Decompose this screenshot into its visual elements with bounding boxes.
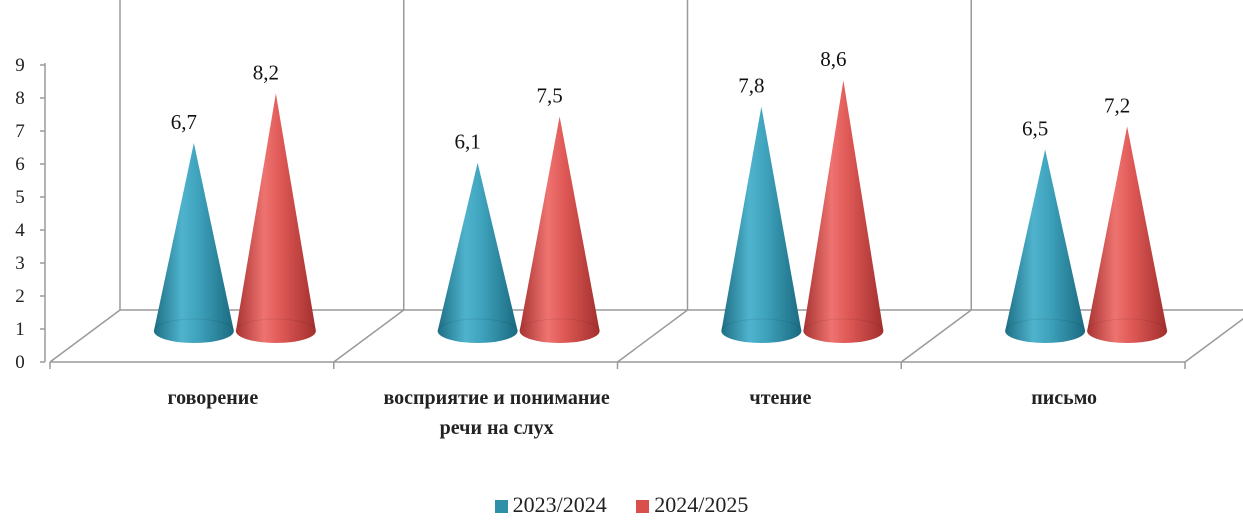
y-tick-label: 9 (15, 55, 25, 76)
x-tick-label: письмо (1031, 387, 1098, 409)
y-tick-label: 4 (15, 220, 25, 241)
legend-swatch-2023-2024 (494, 500, 508, 513)
legend-item-2024-2025: 2024/2025 (636, 492, 748, 518)
cone-body (1087, 126, 1168, 344)
y-tick-label: 1 (15, 319, 25, 340)
y-axis: 0 1 2 3 4 5 6 7 8 9 (15, 55, 45, 373)
data-label: 8,2 (253, 60, 279, 84)
legend-swatch-2024-2025 (636, 500, 650, 513)
legend-label-2023-2024: 2023/2024 (512, 492, 607, 517)
x-tick-label: говорение (167, 387, 259, 409)
legend-item-2023-2024: 2023/2024 (494, 492, 607, 518)
x-tick-label: восприятие и понимание речи на слух (383, 387, 610, 439)
cone-body (235, 93, 316, 344)
y-tick-label: 3 (15, 253, 25, 274)
cone-2024-2025: 8,2 (235, 60, 317, 344)
y-tick-label: 5 (15, 187, 25, 208)
y-tick-label: 6 (15, 154, 25, 175)
x-tick-label: чтение (749, 387, 812, 409)
data-label: 6,5 (1022, 117, 1048, 141)
floor-divider (617, 309, 688, 363)
cone-2023-2024: 6,7 (153, 110, 235, 343)
cone-2024-2025: 8,6 (802, 47, 884, 343)
cone-2023-2024: 7,8 (720, 74, 802, 343)
data-label: 7,5 (537, 84, 563, 108)
y-tick-label: 2 (15, 286, 25, 307)
y-tick-label: 8 (15, 88, 25, 109)
cone-base-edge (720, 318, 802, 332)
y-tick-label: 0 (15, 352, 25, 373)
cone-2024-2025: 7,2 (1086, 93, 1168, 344)
data-label: 7,2 (1104, 93, 1130, 117)
cone-2024-2025: 7,5 (519, 84, 601, 343)
cone-base-edge (437, 318, 519, 332)
cone-body (721, 106, 802, 343)
series-cones: 6,7 6,1 7,8 6,5 8,2 7,5 8,6 7,2 (153, 47, 1168, 344)
floor-divider (333, 309, 405, 363)
cone-base-edge (1086, 318, 1168, 332)
cone-body (153, 142, 234, 343)
cone-2023-2024: 6,5 (1004, 117, 1086, 343)
cone-base-edge (519, 318, 601, 332)
cone-base-edge (1004, 318, 1086, 332)
cone-base-edge (235, 318, 317, 332)
data-label: 7,8 (738, 74, 764, 98)
y-tick-label: 7 (15, 121, 25, 142)
cone-body (519, 116, 600, 343)
cone-base-edge (802, 318, 884, 332)
data-label: 8,6 (820, 47, 846, 71)
cone-2023-2024: 6,1 (437, 130, 519, 343)
floor-divider (49, 309, 121, 363)
legend-label-2024-2025: 2024/2025 (654, 492, 749, 517)
data-label: 6,1 (455, 130, 481, 154)
legend: 2023/2024 2024/2025 (0, 492, 1243, 518)
cone-body (803, 80, 884, 343)
cone-base-edge (153, 318, 235, 332)
cone-body (1005, 149, 1086, 343)
floor-divider (900, 309, 972, 363)
cone-body (437, 162, 518, 343)
floor-divider (1184, 317, 1243, 363)
data-label: 6,7 (171, 110, 197, 134)
